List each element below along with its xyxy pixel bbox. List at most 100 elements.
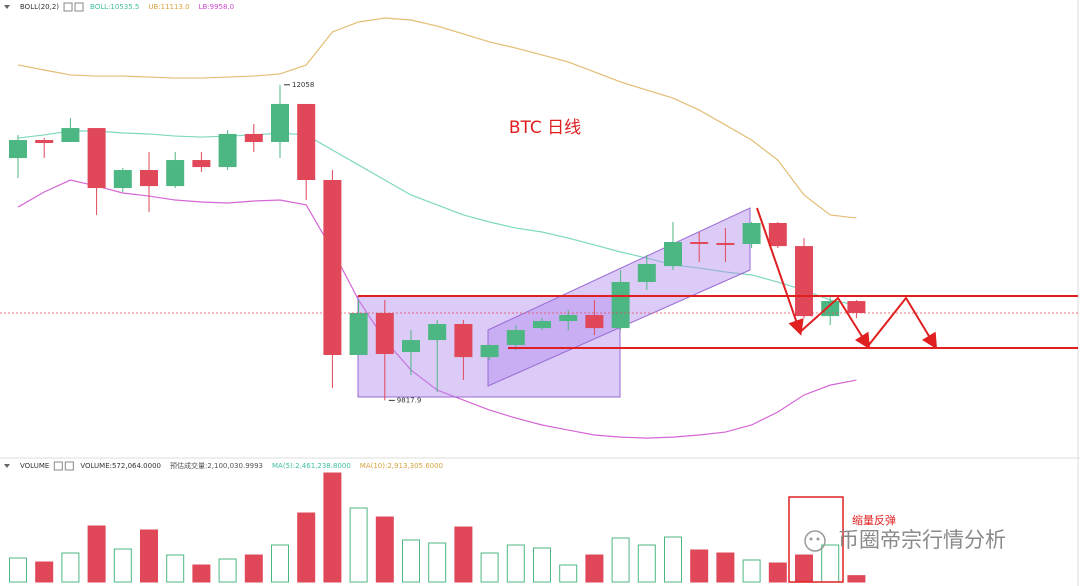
volume-bar [166, 554, 185, 583]
candle-body [87, 128, 106, 189]
candle-body [533, 321, 551, 329]
legend-icon [63, 2, 73, 12]
arrow [756, 207, 804, 336]
volume-bar [795, 554, 813, 583]
volume-bar [821, 544, 840, 583]
volume-bar [506, 544, 525, 583]
candle-body [166, 160, 185, 187]
candle-body [113, 170, 132, 189]
legend-entry: BOLL:10535.5 [90, 3, 139, 11]
candle-body [402, 340, 420, 353]
candle-body [795, 246, 813, 317]
candle-body [349, 313, 368, 355]
volume-bar [533, 547, 551, 583]
candle-body [323, 180, 342, 355]
collapse-icon [4, 464, 10, 468]
legend-entry: UB:11113.0 [148, 3, 189, 11]
candle-body [218, 133, 237, 168]
candle-body [428, 323, 447, 341]
volume-bar [192, 564, 211, 583]
highlight-box [788, 496, 844, 583]
volume-bar [585, 554, 604, 583]
volume-bar [323, 472, 342, 583]
arrow [867, 296, 938, 350]
legend-entry: VOLUME [20, 462, 49, 470]
volume-bar [113, 548, 132, 583]
volume-bar [847, 575, 866, 583]
candle-body [140, 170, 158, 187]
chart-title: BTC 日线 [509, 118, 581, 138]
candle-body [506, 330, 525, 345]
legend-icon [64, 461, 74, 471]
legend-icon [53, 461, 63, 471]
volume [9, 472, 866, 583]
candle-body [192, 160, 211, 168]
volume-bar [271, 544, 289, 583]
price-legend: BOLL(20,2) BOLL:10535.5 UB:11113.0 LB:9958.… [20, 2, 235, 12]
volume-bar [87, 525, 106, 583]
volume-bar [349, 507, 368, 583]
volume-legend: VOLUME VOLUME:572,064.0000 预估成交量:2,100,030… [20, 461, 443, 471]
volume-bar [375, 516, 394, 583]
volume-bar [664, 536, 682, 583]
volume-bar [742, 559, 761, 583]
volume-bar [9, 557, 27, 583]
annotation: 缩量反弹 [852, 513, 896, 527]
candle-body [585, 314, 604, 329]
candle-body [742, 222, 761, 244]
collapse-icon [4, 5, 10, 9]
volume-bar [402, 539, 420, 583]
volume-bar [61, 552, 80, 583]
candle-body [847, 301, 866, 314]
candle-body [375, 313, 394, 354]
candle-body [9, 140, 27, 159]
volume-bar [559, 564, 578, 583]
legend-entry: 预估成交量:2,100,030.9993 [170, 461, 263, 470]
candle-body [821, 301, 840, 317]
candle-body [271, 103, 289, 142]
candle-body [454, 323, 473, 358]
band-line [17, 17, 857, 219]
legend-icon [74, 2, 84, 12]
volume-bar [428, 542, 447, 583]
volume-bar [637, 544, 656, 583]
candle-body [611, 282, 630, 329]
watermark: 币圈帝宗行情分析 [838, 528, 1006, 552]
candle-body [480, 344, 499, 358]
volume-bar [480, 552, 499, 583]
volume-bar [611, 537, 630, 583]
legend-entry: LB:9958.0 [199, 3, 235, 11]
volume-bar [244, 554, 263, 583]
candle-body [768, 222, 787, 247]
volume-bar [454, 526, 473, 583]
volume-bar [140, 529, 158, 583]
low-label: 9817.9 [397, 396, 422, 404]
volume-bar [690, 549, 709, 583]
band-line [17, 130, 857, 306]
volume-bar [768, 562, 787, 583]
candle-body [61, 128, 80, 142]
candle-body [35, 140, 54, 143]
candle-body [297, 103, 316, 181]
high-label: 12058 [292, 81, 314, 89]
candle-body [690, 242, 709, 244]
watermark-icon [804, 530, 826, 552]
legend-entry: MA(10):2,913,305.6000 [360, 462, 443, 470]
legend-entry: BOLL(20,2) [20, 3, 59, 11]
candle-body [637, 263, 656, 283]
candle-body [559, 314, 578, 322]
legend-entry: MA(5):2,461,238.8000 [272, 462, 351, 470]
legend-entry: VOLUME:572,064.0000 [80, 462, 161, 470]
volume-bar [716, 552, 735, 583]
candle-body [664, 242, 682, 267]
candles [9, 84, 866, 401]
arrow [799, 296, 871, 350]
candle-body [244, 133, 263, 142]
volume-bar [297, 512, 316, 583]
candle-body [716, 242, 735, 245]
volume-bar [35, 561, 54, 583]
volume-bar [218, 558, 237, 583]
